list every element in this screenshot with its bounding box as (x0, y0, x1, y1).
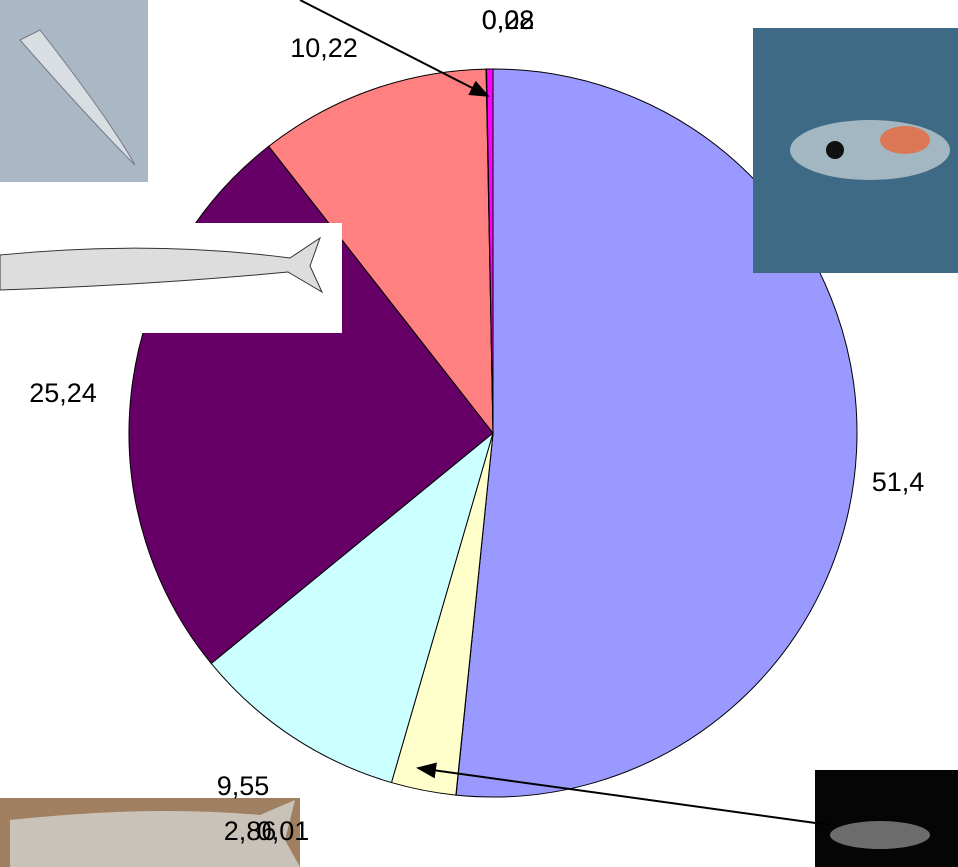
krill-eye (826, 141, 844, 159)
pie-slice (486, 68, 494, 434)
labels: 51,4 0,012,86 9,55 25,24 10,22 0,020,28 (29, 5, 924, 846)
data-label: 25,24 (29, 378, 97, 408)
krill-dark-body (830, 821, 930, 849)
larva-drawing (19, 29, 136, 166)
pie-slice (210, 431, 494, 784)
pie (128, 68, 858, 798)
data-label: 9,55 (217, 771, 270, 801)
krill-body (790, 120, 950, 180)
data-label: 0,02 (482, 5, 535, 35)
photo-krill-dark (815, 770, 958, 867)
arrow (299, 0, 490, 97)
fish-body (10, 800, 300, 867)
data-label: 0,28 (482, 5, 535, 35)
data-label: 2,86 (224, 816, 277, 846)
pie-slice (268, 68, 494, 435)
krill-organ (880, 126, 930, 154)
data-label: 10,22 (290, 33, 358, 63)
data-label: 0,01 (257, 816, 310, 846)
arrow (416, 762, 831, 826)
data-label: 51,4 (872, 467, 925, 497)
fish-drawing (0, 236, 324, 294)
